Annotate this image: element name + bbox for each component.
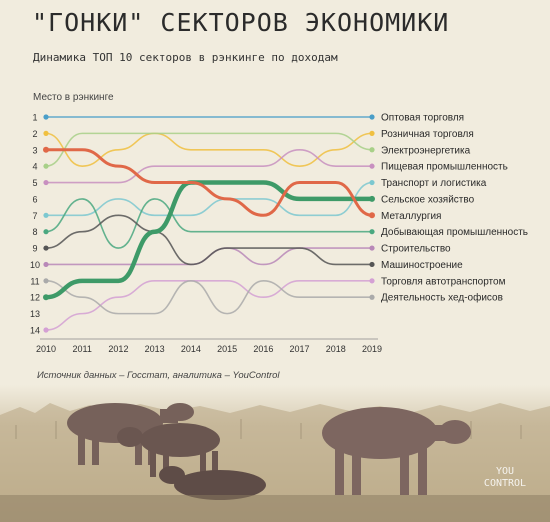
series-start-point — [43, 163, 49, 169]
cow-lying-icon — [159, 466, 266, 500]
series-start-point — [43, 179, 49, 186]
page-title: "ГОНКИ" СЕКТОРОВ ЭКОНОМИКИ — [32, 8, 450, 37]
series-end-point — [369, 179, 375, 186]
series-label: Деятельность хед-офисов — [381, 292, 503, 304]
y-tick-label: 13 — [30, 309, 40, 319]
youcontrol-logo: YOU CONTROL — [483, 466, 527, 489]
series-start-point — [43, 146, 49, 153]
series-line — [45, 198, 373, 249]
x-tick-label: 2012 — [108, 344, 128, 354]
y-tick-label: 12 — [30, 293, 40, 303]
x-tick-label: 2010 — [36, 344, 56, 354]
series-start-point — [43, 261, 49, 268]
y-tick-label: 1 — [32, 113, 37, 123]
series-end-point — [369, 147, 375, 153]
y-tick-label: 8 — [32, 227, 37, 237]
series-end-point — [369, 245, 375, 251]
series-end-point — [369, 229, 375, 235]
series-label: Пищевая промышленность — [381, 162, 508, 173]
y-tick-label: 5 — [32, 178, 37, 188]
y-tick-label: 4 — [32, 162, 37, 172]
series-label: Электроэнергетика — [381, 145, 471, 156]
series-start-point — [43, 114, 49, 120]
series-label: Розничная торговля — [381, 129, 474, 140]
cow-silhouette-left-front — [117, 423, 220, 477]
series-line — [44, 148, 374, 217]
series-label: Добывающая промышленность — [381, 226, 528, 238]
series-label: Сельское хозяйство — [381, 194, 475, 205]
y-tick-label: 6 — [32, 194, 37, 204]
series-start-point — [43, 294, 49, 301]
page-subtitle: Динамика ТОП 10 секторов в рэнкинге по д… — [33, 51, 338, 64]
series-start-point — [43, 327, 49, 333]
series-label: Оптовая торговля — [381, 113, 464, 124]
x-tick-label: 2018 — [326, 344, 346, 354]
y-tick-label: 11 — [30, 276, 39, 286]
y-tick-label: 14 — [30, 326, 40, 336]
series-end-point — [369, 114, 375, 120]
y-tick-label: 9 — [32, 244, 37, 254]
series-label: Транспорт и логистика — [381, 178, 487, 189]
x-tick-label: 2011 — [73, 344, 92, 354]
series-line — [45, 181, 373, 217]
source-note: Источник данных – Госстат, аналитика – Y… — [37, 370, 280, 381]
series-start-point — [43, 278, 49, 284]
series-line — [45, 148, 373, 184]
series-label: Машиностроение — [381, 260, 463, 271]
cow-silhouette-right — [322, 407, 471, 495]
x-tick-label: 2014 — [181, 344, 201, 354]
series-end-point — [369, 163, 375, 169]
series-label: Металлургия — [381, 211, 441, 222]
series-start-point — [43, 245, 49, 251]
series-line — [45, 280, 373, 315]
series-end-point — [369, 278, 375, 284]
series-start-point — [43, 212, 49, 218]
series-line — [45, 132, 373, 167]
series-label: Строительство — [381, 244, 451, 255]
series-end-point — [369, 130, 375, 136]
series-line — [43, 180, 375, 300]
series-start-point — [43, 130, 49, 136]
y-tick-label: 7 — [32, 211, 37, 221]
series-label: Торговля автотранспортом — [381, 276, 506, 287]
x-tick-label: 2019 — [362, 344, 382, 354]
x-tick-label: 2017 — [290, 344, 310, 354]
y-tick-label: 2 — [32, 129, 37, 139]
series-end-point — [369, 195, 375, 202]
series-start-point — [43, 229, 49, 235]
series-end-point — [369, 294, 375, 300]
cattle-field-illustration — [0, 385, 550, 522]
series-line — [45, 280, 373, 331]
x-tick-label: 2016 — [253, 344, 273, 354]
series-line — [45, 132, 373, 167]
y-tick-label: 10 — [30, 260, 40, 270]
series-line — [45, 214, 373, 266]
x-tick-label: 2015 — [217, 344, 237, 354]
x-tick-label: 2013 — [145, 344, 165, 354]
series-end-point — [369, 261, 375, 268]
series-end-point — [369, 212, 375, 219]
y-axis-label: Место в рэнкинге — [33, 92, 114, 103]
y-tick-label: 3 — [32, 145, 37, 155]
